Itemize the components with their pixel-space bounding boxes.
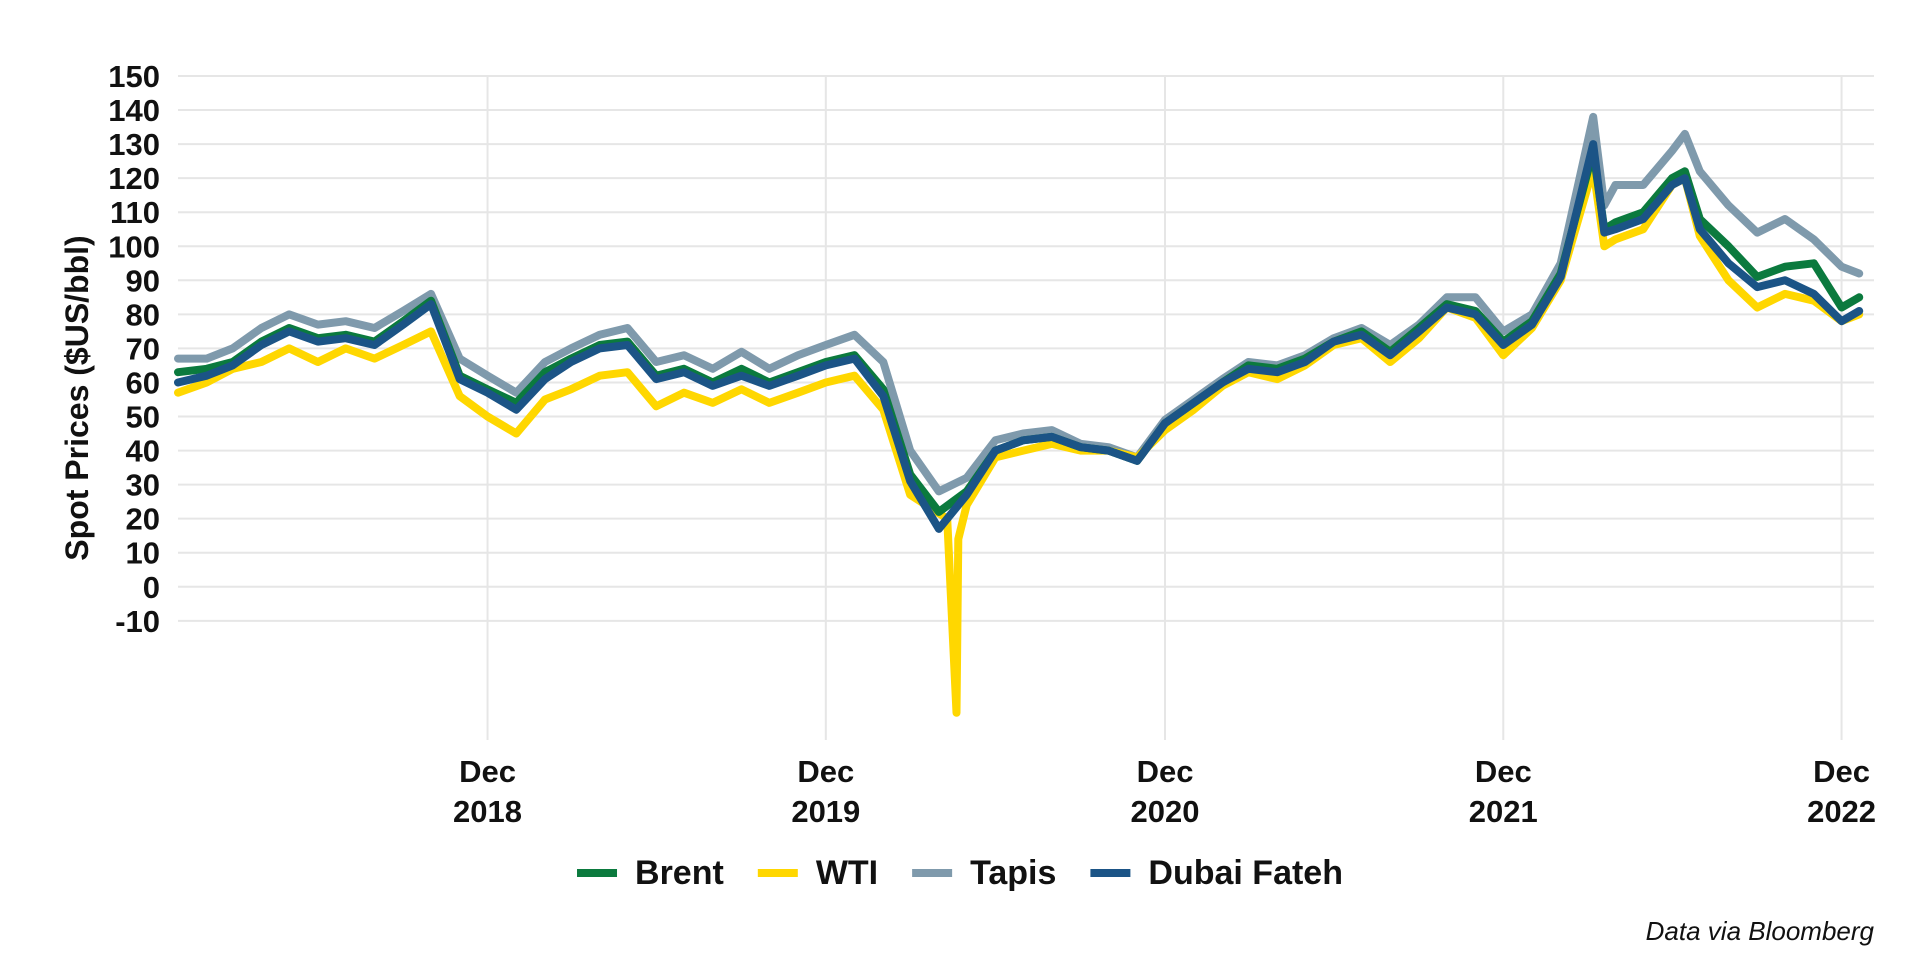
x-tick-label: Dec <box>459 754 516 789</box>
legend-item: WTI <box>757 854 878 892</box>
grid-layer <box>178 75 1874 740</box>
y-tick-label: -10 <box>115 604 160 639</box>
series-line-tapis <box>174 112 1864 496</box>
y-tick-label: 50 <box>126 400 160 435</box>
x-tick-label: 2018 <box>453 794 522 829</box>
series-line-dubai-fateh <box>174 140 1864 533</box>
y-tick-label: 70 <box>126 331 160 366</box>
x-tick-label: Dec <box>1813 754 1870 789</box>
y-tick-label: 120 <box>108 161 160 196</box>
y-tick-label: 80 <box>126 297 160 332</box>
y-tick-label: 30 <box>126 468 160 503</box>
source-caption: Data via Bloomberg <box>1646 916 1875 946</box>
x-tick-label: Dec <box>1137 754 1194 789</box>
series-line-wti <box>174 163 1864 717</box>
x-tick-label: 2021 <box>1469 794 1538 829</box>
x-tick-label: 2022 <box>1807 794 1876 829</box>
y-tick-label: 60 <box>126 365 160 400</box>
y-tick-label: 140 <box>108 93 160 128</box>
legend-label: Brent <box>635 854 724 892</box>
y-tick-label: 40 <box>126 434 160 469</box>
y-tick-label: 90 <box>126 263 160 298</box>
y-tick-label: 150 <box>108 59 160 94</box>
legend-label: Dubai Fateh <box>1148 854 1343 892</box>
legend-item: Brent <box>577 854 724 892</box>
series-layer <box>174 112 1864 717</box>
legend-item: Tapis <box>912 854 1056 892</box>
legend-label: Tapis <box>970 854 1056 892</box>
x-tick-label: 2019 <box>791 794 860 829</box>
x-axis-ticks: Dec 2018 Dec 2019 Dec 2020 Dec 2021 Dec 2022 <box>453 754 1876 829</box>
y-axis-title: Spot Prices ($US/bbl) <box>59 235 95 560</box>
x-tick-label: 2020 <box>1131 794 1200 829</box>
y-tick-label: 100 <box>108 229 160 264</box>
legend-label: WTI <box>816 854 878 892</box>
legend: Brent WTI Tapis Dubai Fateh <box>577 854 1343 892</box>
y-tick-label: 0 <box>143 570 160 605</box>
legend-item: Dubai Fateh <box>1090 854 1343 892</box>
x-tick-label: Dec <box>1475 754 1532 789</box>
y-tick-label: 130 <box>108 127 160 162</box>
y-tick-label: 20 <box>126 502 160 537</box>
y-tick-label: 110 <box>110 195 160 230</box>
y-tick-label: 10 <box>126 536 160 571</box>
x-tick-label: Dec <box>797 754 854 789</box>
